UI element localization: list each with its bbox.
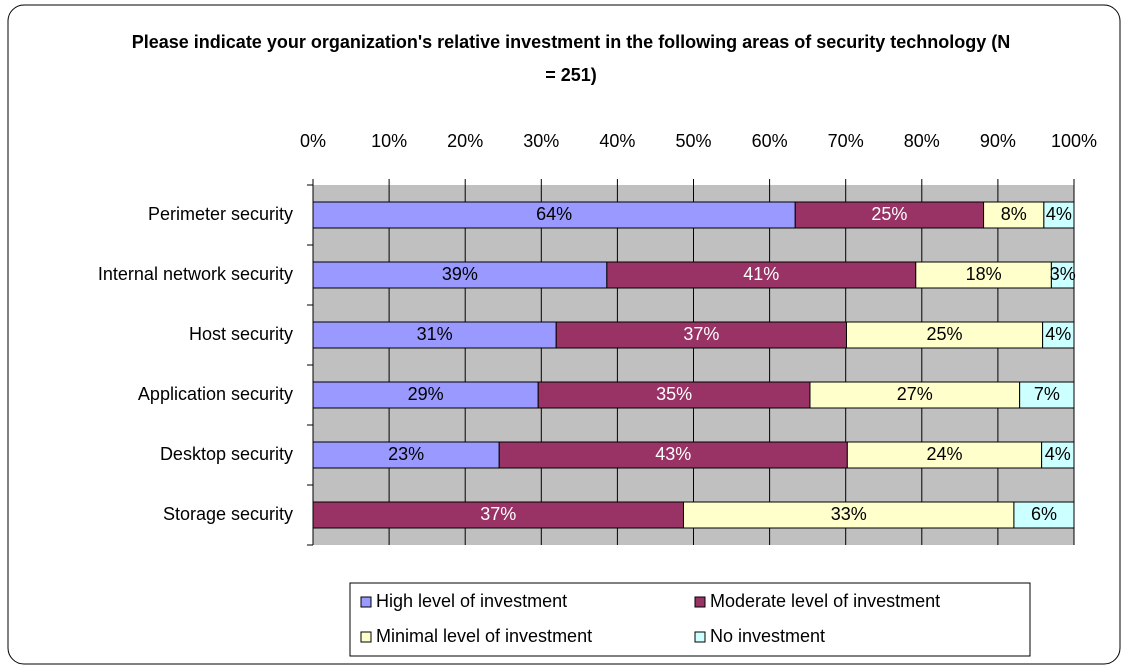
y-tick-label: Internal network security: [98, 264, 293, 284]
x-tick-label: 90%: [980, 131, 1016, 151]
bar-segment: [1041, 441, 1075, 469]
bar-segment: [915, 261, 1052, 289]
x-tick-label: 70%: [828, 131, 864, 151]
bar-segment: [1013, 501, 1075, 529]
data-label: 24%: [926, 444, 962, 464]
y-tick-label: Host security: [189, 324, 293, 344]
y-tick-label: Storage security: [163, 504, 293, 524]
x-tick-label: 80%: [904, 131, 940, 151]
data-label: 27%: [897, 384, 933, 404]
bar-segment: [1042, 321, 1075, 349]
data-label: 4%: [1045, 444, 1071, 464]
bar-segment: [794, 201, 985, 229]
data-label: 33%: [831, 504, 867, 524]
chart-title: Please indicate your organization's rela…: [131, 32, 1011, 85]
legend-label: No investment: [710, 626, 825, 646]
x-tick-label: 100%: [1051, 131, 1097, 151]
bar-segment: [312, 261, 608, 289]
bar-segment: [312, 501, 684, 529]
legend-label: Moderate level of investment: [710, 591, 940, 611]
data-label: 43%: [655, 444, 691, 464]
bar-segment: [809, 381, 1021, 409]
bar-segment: [983, 201, 1045, 229]
x-tick-label: 20%: [447, 131, 483, 151]
legend-swatch: [360, 631, 372, 643]
legend-swatch: [694, 631, 706, 643]
data-label: 7%: [1034, 384, 1060, 404]
x-tick-label: 50%: [675, 131, 711, 151]
data-label: 6%: [1031, 504, 1057, 524]
bar-segment: [312, 381, 539, 409]
data-label: 25%: [871, 204, 907, 224]
y-tick-label: Desktop security: [160, 444, 293, 464]
bar-segment: [1019, 381, 1075, 409]
data-label: 41%: [743, 264, 779, 284]
bar-segment: [845, 321, 1044, 349]
data-label: 4%: [1045, 324, 1071, 344]
bar-segment: [1043, 201, 1075, 229]
y-tick-label: Perimeter security: [148, 204, 293, 224]
legend-label: Minimal level of investment: [376, 626, 592, 646]
bar-segment: [1050, 261, 1075, 289]
data-label: 23%: [388, 444, 424, 464]
x-tick-label: 60%: [752, 131, 788, 151]
x-tick-label: 0%: [300, 131, 326, 151]
bar-segment: [537, 381, 811, 409]
bar-segment: [312, 321, 557, 349]
bar-segment: [846, 441, 1043, 469]
legend-box: [349, 582, 1031, 657]
data-label: 39%: [442, 264, 478, 284]
data-label: 8%: [1001, 204, 1027, 224]
legend-swatch: [360, 596, 372, 608]
data-label: 25%: [927, 324, 963, 344]
data-label: 31%: [417, 324, 453, 344]
y-tick-label: Application security: [138, 384, 293, 404]
data-label: 37%: [480, 504, 516, 524]
bar-segment: [555, 321, 847, 349]
data-label: 29%: [408, 384, 444, 404]
legend-swatch: [694, 596, 706, 608]
data-label: 3%: [1050, 264, 1076, 284]
bar-segment: [606, 261, 917, 289]
x-tick-label: 40%: [599, 131, 635, 151]
data-label: 18%: [966, 264, 1002, 284]
data-label: 4%: [1046, 204, 1072, 224]
x-tick-label: 30%: [523, 131, 559, 151]
bar-segment: [312, 441, 500, 469]
legend-label: High level of investment: [376, 591, 567, 611]
data-label: 64%: [536, 204, 572, 224]
x-tick-label: 10%: [371, 131, 407, 151]
data-label: 37%: [683, 324, 719, 344]
bar-segment: [312, 201, 796, 229]
data-label: 35%: [656, 384, 692, 404]
